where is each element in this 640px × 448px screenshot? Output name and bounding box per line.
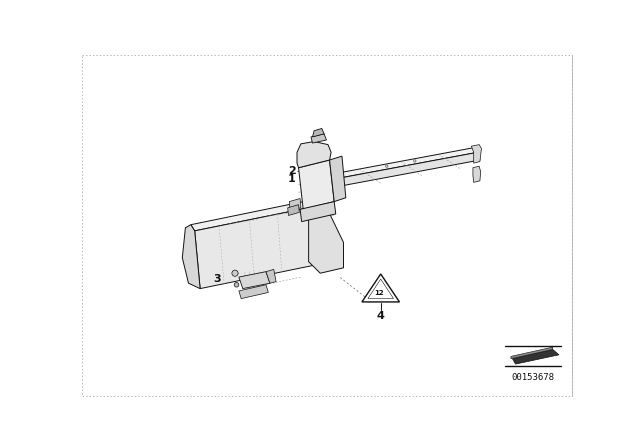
Polygon shape	[312, 152, 480, 191]
Polygon shape	[289, 198, 301, 211]
Polygon shape	[362, 274, 399, 302]
Polygon shape	[195, 206, 320, 289]
Polygon shape	[191, 200, 316, 231]
Polygon shape	[312, 129, 324, 137]
Polygon shape	[239, 285, 268, 299]
Text: 00153678: 00153678	[511, 373, 554, 382]
Polygon shape	[311, 134, 326, 143]
Polygon shape	[266, 269, 276, 283]
Polygon shape	[297, 142, 331, 168]
Text: 4: 4	[377, 311, 385, 321]
Polygon shape	[472, 145, 481, 163]
Polygon shape	[473, 166, 481, 182]
Polygon shape	[298, 160, 334, 209]
Circle shape	[234, 282, 239, 287]
Text: 12: 12	[374, 289, 384, 296]
Polygon shape	[513, 349, 559, 364]
Polygon shape	[511, 347, 553, 359]
Polygon shape	[288, 205, 300, 215]
Text: 3: 3	[213, 274, 221, 284]
Polygon shape	[239, 271, 270, 289]
Polygon shape	[308, 202, 344, 273]
Circle shape	[232, 270, 238, 276]
Text: 2: 2	[288, 166, 296, 176]
Polygon shape	[182, 225, 200, 289]
Polygon shape	[330, 156, 346, 202]
Text: 1: 1	[288, 173, 296, 184]
Polygon shape	[308, 148, 477, 183]
Polygon shape	[300, 202, 336, 222]
